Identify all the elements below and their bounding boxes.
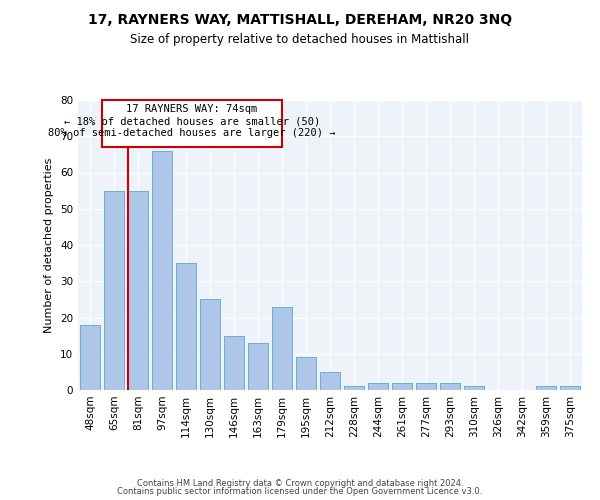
Bar (152, 151, 172, 390)
Bar (440, 383, 460, 390)
Bar (80, 325, 100, 390)
Text: 17 RAYNERS WAY: 74sqm: 17 RAYNERS WAY: 74sqm (127, 104, 257, 115)
Text: Contains HM Land Registry data © Crown copyright and database right 2024.: Contains HM Land Registry data © Crown c… (137, 478, 463, 488)
FancyBboxPatch shape (102, 100, 282, 147)
Bar (344, 386, 364, 390)
Bar (416, 383, 436, 390)
Bar (248, 343, 268, 390)
Bar (464, 386, 484, 390)
Bar (368, 383, 388, 390)
Y-axis label: Number of detached properties: Number of detached properties (44, 158, 55, 332)
Bar (128, 190, 148, 390)
Bar (104, 190, 124, 390)
Bar (320, 372, 340, 390)
Bar (176, 263, 196, 390)
Bar (272, 306, 292, 390)
Bar (200, 300, 220, 390)
Bar (224, 336, 244, 390)
Bar (536, 386, 556, 390)
Bar (560, 386, 580, 390)
Text: 17, RAYNERS WAY, MATTISHALL, DEREHAM, NR20 3NQ: 17, RAYNERS WAY, MATTISHALL, DEREHAM, NR… (88, 12, 512, 26)
Text: ← 18% of detached houses are smaller (50): ← 18% of detached houses are smaller (50… (64, 116, 320, 126)
Text: Size of property relative to detached houses in Mattishall: Size of property relative to detached ho… (131, 32, 470, 46)
Text: 80% of semi-detached houses are larger (220) →: 80% of semi-detached houses are larger (… (48, 128, 336, 138)
Text: Contains public sector information licensed under the Open Government Licence v3: Contains public sector information licen… (118, 487, 482, 496)
Bar (296, 358, 316, 390)
Bar (392, 383, 412, 390)
